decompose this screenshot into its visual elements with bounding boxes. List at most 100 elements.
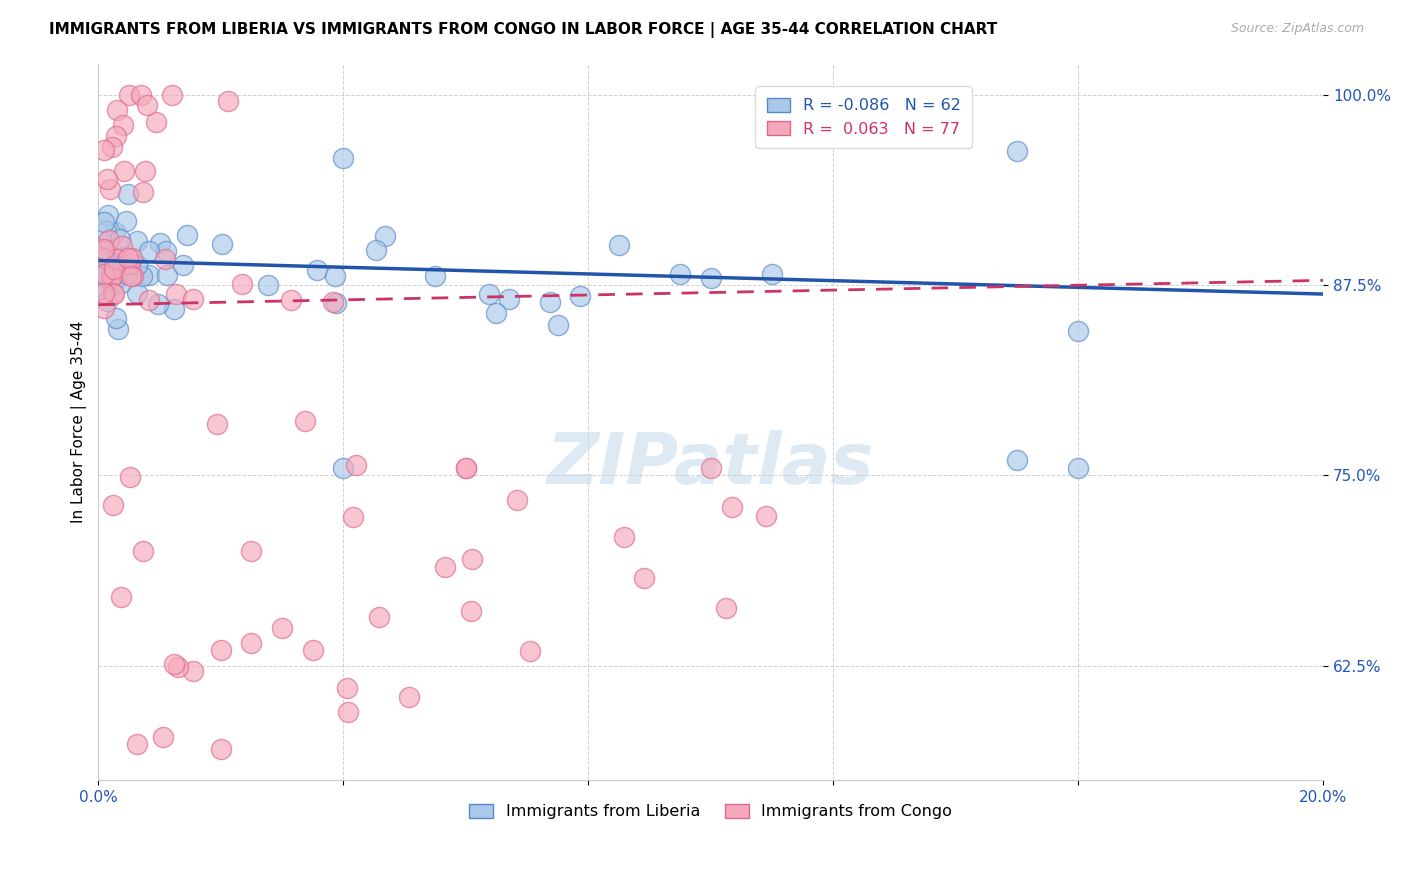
- Point: [485, 306, 508, 320]
- Point: [163, 301, 186, 316]
- Point: [613, 530, 636, 544]
- Point: [434, 560, 457, 574]
- Point: [700, 460, 723, 475]
- Point: [93, 244, 115, 259]
- Point: [93, 251, 115, 265]
- Point: [103, 261, 125, 276]
- Point: [96, 294, 118, 309]
- Point: [240, 636, 263, 650]
- Point: [131, 268, 153, 283]
- Point: [217, 94, 239, 108]
- Point: [145, 115, 167, 129]
- Point: [127, 258, 149, 272]
- Point: [761, 267, 783, 281]
- Point: [93, 301, 115, 315]
- Point: [478, 287, 501, 301]
- Point: [94, 261, 117, 276]
- Point: [93, 243, 115, 257]
- Point: [425, 268, 447, 283]
- Point: [181, 292, 204, 306]
- Point: [160, 87, 183, 102]
- Point: [127, 737, 149, 751]
- Point: [205, 417, 228, 431]
- Point: [125, 235, 148, 249]
- Point: [103, 259, 125, 273]
- Point: [111, 118, 134, 132]
- Point: [115, 268, 138, 282]
- Point: [104, 128, 127, 143]
- Point: [138, 293, 160, 307]
- Point: [100, 271, 122, 285]
- Point: [138, 244, 160, 258]
- Point: [97, 208, 120, 222]
- Point: [93, 215, 115, 229]
- Point: [669, 267, 692, 281]
- Point: [172, 258, 194, 272]
- Point: [104, 273, 127, 287]
- Point: [568, 289, 591, 303]
- Point: [280, 293, 302, 307]
- Point: [132, 544, 155, 558]
- Point: [111, 238, 134, 252]
- Point: [111, 259, 134, 273]
- Point: [307, 263, 329, 277]
- Point: [117, 251, 139, 265]
- Point: [506, 492, 529, 507]
- Point: [1005, 144, 1028, 158]
- Point: [103, 287, 125, 301]
- Point: [104, 311, 127, 326]
- Point: [93, 268, 115, 282]
- Point: [118, 87, 141, 102]
- Point: [163, 657, 186, 672]
- Point: [110, 590, 132, 604]
- Text: ZIPatlas: ZIPatlas: [547, 431, 875, 500]
- Point: [538, 295, 561, 310]
- Point: [148, 297, 170, 311]
- Point: [93, 143, 115, 157]
- Point: [633, 570, 655, 584]
- Point: [325, 295, 347, 310]
- Point: [103, 498, 125, 512]
- Point: [120, 268, 142, 283]
- Point: [93, 283, 115, 297]
- Point: [105, 103, 128, 117]
- Point: [209, 643, 232, 657]
- Y-axis label: In Labor Force | Age 35-44: In Labor Force | Age 35-44: [72, 321, 87, 524]
- Point: [93, 285, 115, 300]
- Point: [121, 251, 143, 265]
- Point: [1067, 460, 1090, 475]
- Point: [461, 551, 484, 566]
- Point: [100, 139, 122, 153]
- Point: [117, 186, 139, 201]
- Point: [720, 500, 742, 514]
- Point: [498, 292, 520, 306]
- Point: [149, 236, 172, 251]
- Point: [322, 294, 344, 309]
- Point: [101, 278, 124, 293]
- Point: [336, 681, 359, 696]
- Point: [342, 510, 364, 524]
- Point: [301, 643, 323, 657]
- Point: [166, 659, 188, 673]
- Point: [344, 458, 367, 472]
- Point: [454, 460, 477, 475]
- Point: [97, 233, 120, 247]
- Point: [155, 268, 177, 282]
- Point: [364, 244, 387, 258]
- Point: [96, 172, 118, 186]
- Point: [112, 250, 135, 264]
- Point: [181, 664, 204, 678]
- Point: [105, 252, 128, 266]
- Point: [240, 544, 263, 558]
- Point: [231, 277, 253, 292]
- Point: [176, 227, 198, 242]
- Point: [134, 164, 156, 178]
- Point: [294, 414, 316, 428]
- Point: [716, 600, 738, 615]
- Point: [547, 318, 569, 333]
- Point: [460, 604, 482, 618]
- Point: [374, 228, 396, 243]
- Point: [129, 87, 152, 102]
- Point: [112, 163, 135, 178]
- Legend: Immigrants from Liberia, Immigrants from Congo: Immigrants from Liberia, Immigrants from…: [463, 797, 959, 826]
